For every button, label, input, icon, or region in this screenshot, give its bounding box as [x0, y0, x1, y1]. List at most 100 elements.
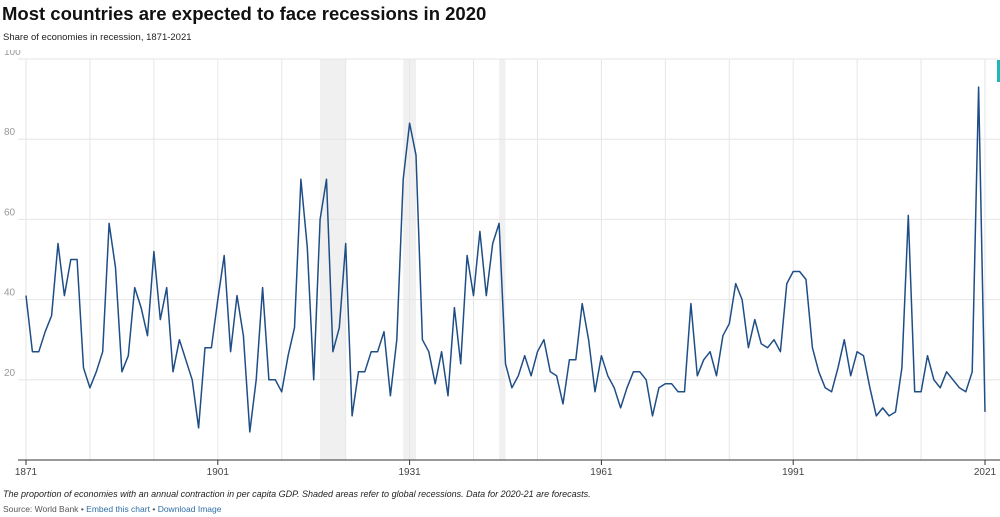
- data-point: [472, 294, 475, 297]
- data-point: [434, 382, 437, 385]
- data-point: [191, 378, 194, 381]
- data-point: [964, 390, 967, 393]
- data-point: [395, 338, 398, 341]
- data-point: [478, 230, 481, 233]
- data-point: [210, 346, 213, 349]
- data-point: [600, 354, 603, 357]
- data-point: [248, 430, 251, 433]
- data-point: [140, 306, 143, 309]
- data-point: [159, 318, 162, 321]
- data-point: [165, 286, 168, 289]
- data-point: [849, 374, 852, 377]
- data-point: [606, 374, 609, 377]
- data-point: [274, 378, 277, 381]
- data-point: [542, 338, 545, 341]
- data-point: [108, 222, 111, 225]
- data-point: [446, 394, 449, 397]
- y-tick-label: 60: [4, 207, 16, 218]
- x-axis-tick-labels: 1871 1901 1931 1961 1991 2021: [15, 467, 997, 478]
- data-point: [530, 374, 533, 377]
- data-point: [280, 390, 283, 393]
- y-tick-label: 40: [4, 288, 16, 299]
- data-point: [728, 322, 731, 325]
- data-point: [408, 122, 411, 125]
- data-point: [888, 414, 891, 417]
- data-point: [261, 286, 264, 289]
- source-line: Source: World Bank • Embed this chart • …: [3, 504, 221, 514]
- data-point: [216, 298, 219, 301]
- data-point: [945, 370, 948, 373]
- data-point: [44, 330, 47, 333]
- download-image-link[interactable]: Download Image: [157, 504, 222, 514]
- data-point: [574, 358, 577, 361]
- data-point: [101, 350, 104, 353]
- data-point: [440, 350, 443, 353]
- data-point: [370, 350, 373, 353]
- data-point: [920, 390, 923, 393]
- recession-shade-band: [320, 59, 346, 460]
- data-point: [485, 294, 488, 297]
- data-point: [984, 410, 987, 413]
- data-point: [868, 386, 871, 389]
- data-point: [319, 218, 322, 221]
- data-point: [25, 294, 28, 297]
- data-point: [613, 386, 616, 389]
- data-point: [88, 386, 91, 389]
- data-point: [779, 350, 782, 353]
- x-tick-label: 1931: [398, 467, 421, 478]
- data-point: [677, 390, 680, 393]
- data-point: [619, 406, 622, 409]
- data-point: [389, 394, 392, 397]
- data-point: [146, 334, 149, 337]
- data-point: [172, 370, 175, 373]
- recession-shading: [320, 59, 506, 460]
- data-point: [747, 346, 750, 349]
- data-point: [459, 362, 462, 365]
- horizontal-gridlines: [18, 58, 1000, 381]
- data-point: [824, 386, 827, 389]
- data-point: [811, 346, 814, 349]
- data-point: [95, 370, 98, 373]
- data-point: [114, 266, 117, 269]
- data-point: [306, 246, 309, 249]
- data-point: [907, 214, 910, 217]
- data-point: [414, 154, 417, 157]
- data-point: [952, 378, 955, 381]
- data-point: [651, 414, 654, 417]
- embed-chart-link[interactable]: Embed this chart: [86, 504, 150, 514]
- data-point: [120, 370, 123, 373]
- x-tick-label: 1991: [782, 467, 805, 478]
- recession-shade-band: [499, 59, 506, 460]
- data-point: [900, 366, 903, 369]
- y-tick-label: 100: [4, 50, 21, 58]
- data-point: [363, 370, 366, 373]
- data-point: [338, 326, 341, 329]
- data-point: [862, 354, 865, 357]
- data-point: [856, 350, 859, 353]
- data-point: [657, 386, 660, 389]
- data-point: [127, 354, 130, 357]
- data-point: [894, 410, 897, 413]
- data-point: [229, 350, 232, 353]
- data-point: [178, 338, 181, 341]
- y-axis-tick-labels: 20 40 60 80 100: [4, 50, 21, 379]
- data-point: [664, 382, 667, 385]
- data-point: [498, 222, 501, 225]
- data-point: [734, 282, 737, 285]
- data-point: [255, 378, 258, 381]
- scrollbar-indicator[interactable]: [997, 60, 1000, 82]
- data-point: [881, 406, 884, 409]
- data-point: [299, 178, 302, 181]
- x-tick-label: 1961: [590, 467, 613, 478]
- data-point: [287, 354, 290, 357]
- data-point: [267, 378, 270, 381]
- chart-footnote: The proportion of economies with an annu…: [3, 489, 591, 499]
- data-point: [312, 378, 315, 381]
- data-point: [427, 350, 430, 353]
- data-point: [843, 338, 846, 341]
- data-point: [242, 334, 245, 337]
- data-point: [466, 254, 469, 257]
- data-point: [152, 250, 155, 253]
- data-point: [421, 338, 424, 341]
- data-point: [632, 370, 635, 373]
